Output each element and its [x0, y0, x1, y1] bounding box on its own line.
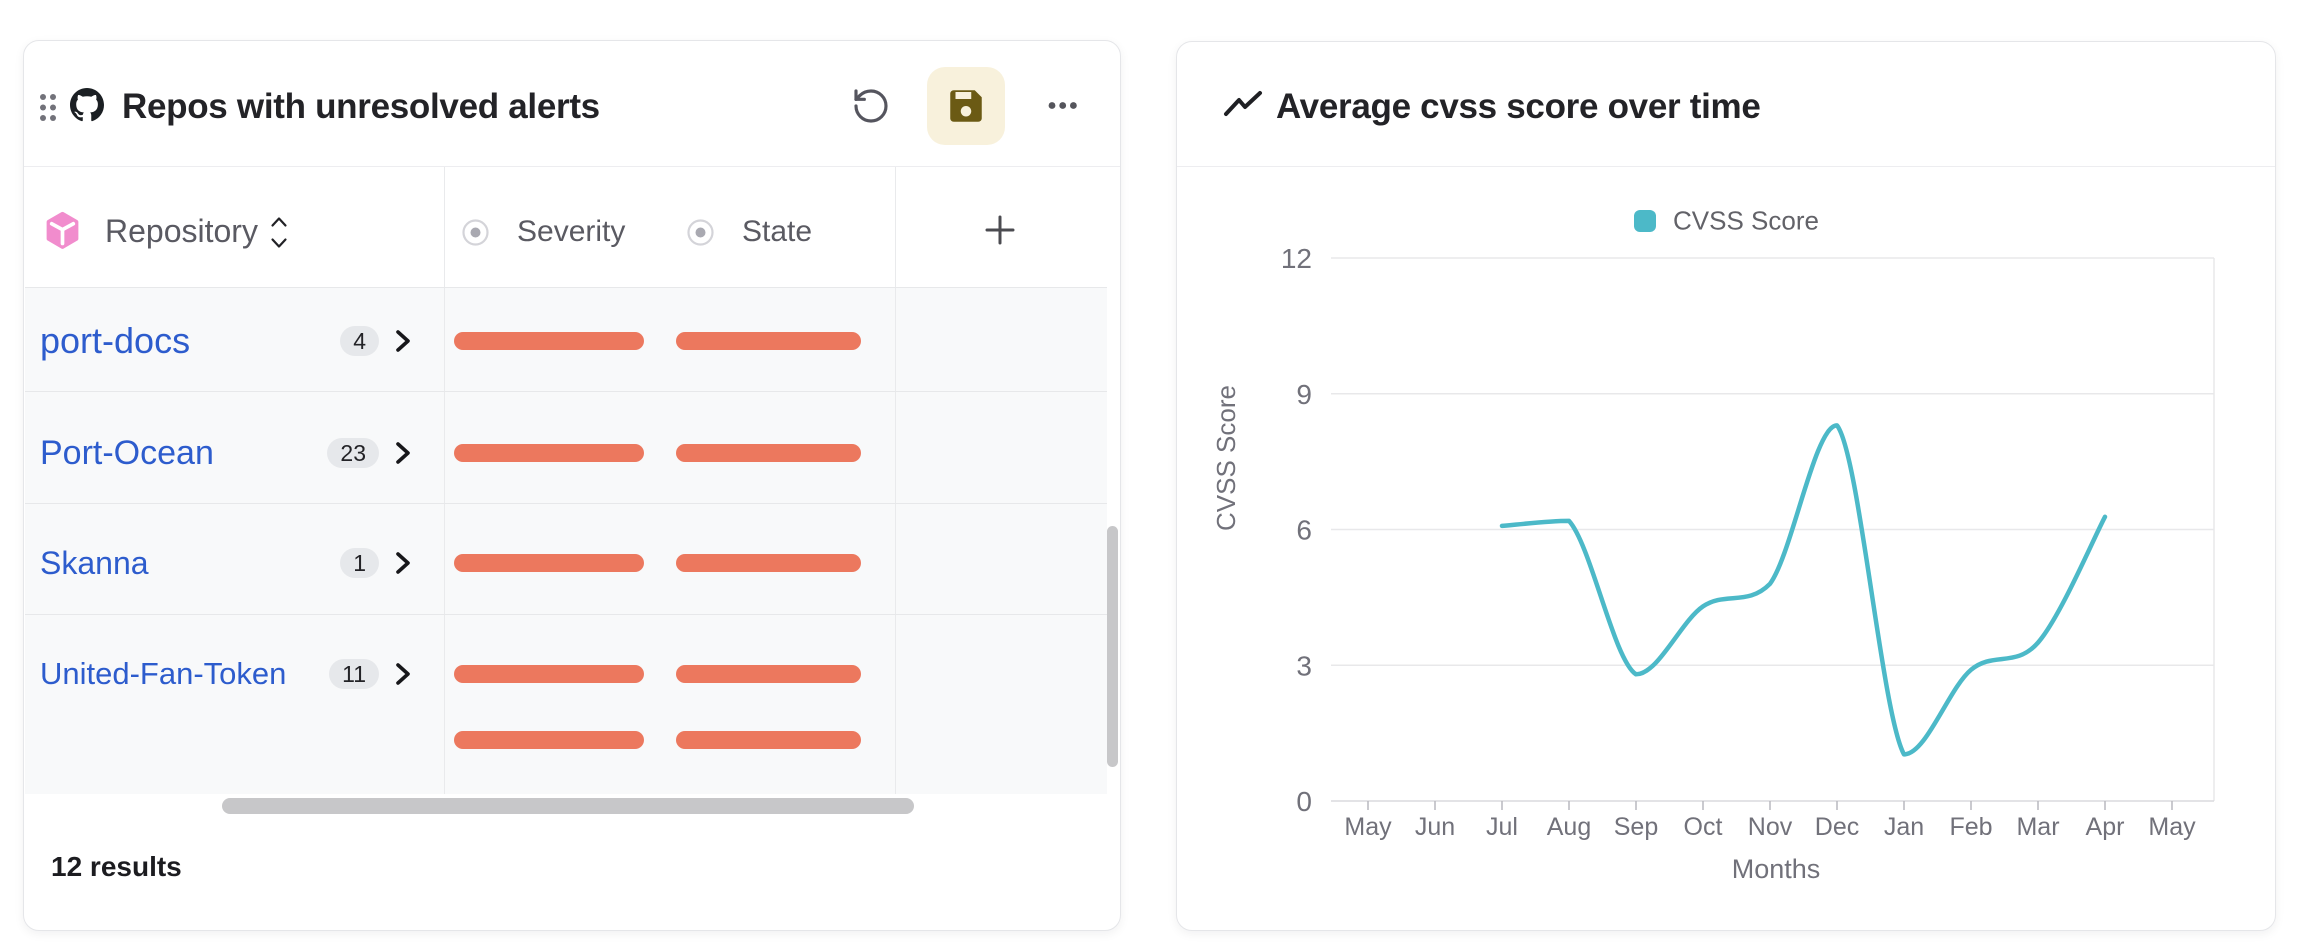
svg-text:Sep: Sep [1614, 813, 1658, 841]
svg-text:Months: Months [1732, 854, 1821, 884]
svg-text:Oct: Oct [1684, 813, 1723, 841]
svg-text:May: May [2148, 813, 2196, 841]
svg-text:6: 6 [1296, 515, 1312, 546]
svg-text:Jan: Jan [1884, 813, 1924, 841]
svg-text:CVSS Score: CVSS Score [1211, 385, 1241, 531]
svg-text:Jun: Jun [1415, 813, 1455, 841]
svg-text:9: 9 [1296, 379, 1312, 410]
svg-text:3: 3 [1296, 650, 1312, 681]
svg-text:0: 0 [1296, 786, 1312, 817]
svg-text:CVSS Score: CVSS Score [1673, 206, 1819, 236]
svg-text:12: 12 [1281, 243, 1312, 274]
svg-text:Aug: Aug [1547, 813, 1591, 841]
svg-text:Nov: Nov [1748, 813, 1793, 841]
svg-text:Apr: Apr [2086, 813, 2125, 841]
svg-text:May: May [1344, 813, 1392, 841]
svg-text:Dec: Dec [1815, 813, 1859, 841]
svg-text:Feb: Feb [1949, 813, 1992, 841]
svg-text:Mar: Mar [2016, 813, 2059, 841]
svg-text:Jul: Jul [1486, 813, 1518, 841]
